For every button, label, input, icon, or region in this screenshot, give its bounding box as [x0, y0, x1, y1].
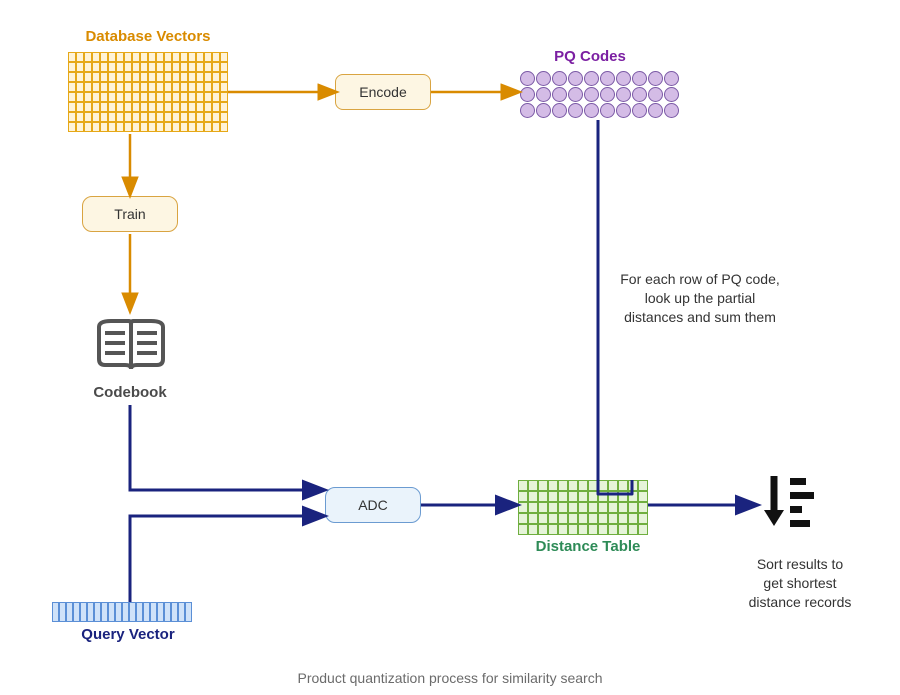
distance-table-grid	[518, 480, 648, 535]
codebook-label: Codebook	[70, 384, 190, 401]
db-vectors-grid	[68, 52, 228, 132]
distance-table-label: Distance Table	[518, 538, 658, 555]
query-vector-label: Query Vector	[58, 626, 198, 643]
sort-icon	[760, 470, 818, 532]
lookup-annotation: For each row of PQ code,look up the part…	[590, 270, 810, 327]
train-node-label: Train	[114, 206, 145, 222]
adc-node-label: ADC	[358, 497, 388, 513]
pq-codes-label: PQ Codes	[530, 48, 650, 65]
encode-node-label: Encode	[359, 84, 406, 100]
train-node: Train	[82, 196, 178, 232]
adc-node: ADC	[325, 487, 421, 523]
sort-annotation: Sort results toget shortestdistance reco…	[720, 555, 880, 612]
book-icon	[95, 317, 167, 375]
encode-node: Encode	[335, 74, 431, 110]
figure-caption: Product quantization process for similar…	[0, 670, 900, 686]
db-vectors-label: Database Vectors	[68, 28, 228, 45]
pq-codes-dots	[520, 71, 679, 118]
query-vector-grid	[52, 602, 192, 622]
